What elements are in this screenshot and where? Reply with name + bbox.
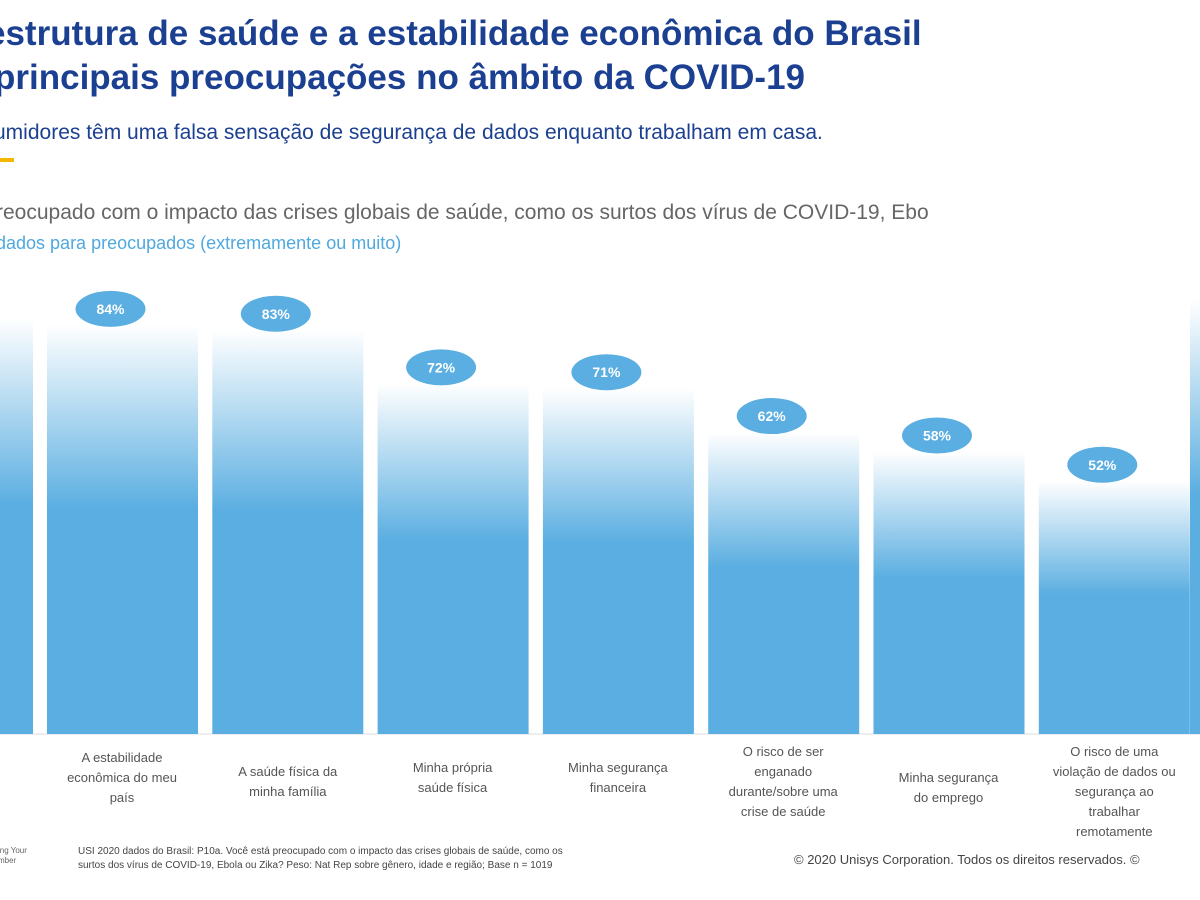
bar (873, 451, 1025, 734)
chart-subtitle: dados para preocupados (extremamente ou … (0, 233, 402, 253)
title-line-2: principais preocupações no âmbito da COV… (0, 58, 806, 97)
data-label-bubble (406, 349, 477, 386)
data-label: 84% (96, 301, 125, 317)
data-label: 58% (923, 428, 952, 444)
data-label-bubble (902, 417, 972, 454)
subtitle: umidores têm uma falsa sensação de segur… (0, 121, 823, 144)
footnote: USI 2020 dados do Brasil: P10a. Você est… (78, 845, 563, 873)
bar (212, 329, 364, 734)
bar-partial-left (0, 318, 33, 734)
data-label-bubble (1067, 446, 1138, 483)
bar (542, 388, 694, 734)
bar (1038, 480, 1190, 734)
bar-partial-right (1190, 300, 1200, 734)
category-label: O risco de ser enganado durante/sobre um… (728, 744, 838, 819)
bar (708, 432, 860, 734)
data-label-bubble (75, 290, 146, 327)
category-label: A estabilidade econômica do meu país (67, 750, 177, 805)
title-line-1: estrutura de saúde e a estabilidade econ… (0, 14, 922, 53)
data-label: 52% (1088, 457, 1117, 473)
accent-dash (0, 158, 14, 162)
data-label: 83% (262, 306, 291, 322)
footnote-line-1: USI 2020 dados do Brasil: P10a. Você est… (78, 846, 563, 857)
bar (377, 383, 529, 734)
data-label-bubble (571, 354, 642, 391)
chart-title: reocupado com o impacto das crises globa… (0, 201, 929, 224)
logo-fragment: ing Your mber (0, 846, 27, 865)
data-label: 72% (427, 359, 456, 375)
data-label: 62% (758, 408, 787, 424)
category-label: O risco de uma violação de dados ou segu… (1052, 744, 1176, 839)
category-label: Minha segurança financeira (568, 760, 668, 795)
footnote-line-2: surtos dos vírus de COVID-19, Ebola ou Z… (78, 860, 553, 871)
data-label-bubble (736, 398, 807, 435)
copyright: © 2020 Unisys Corporation. Todos os dire… (794, 852, 1140, 867)
category-label: Minha própria saúde física (412, 760, 493, 795)
bar (47, 324, 198, 734)
category-label: A saúde física da minha família (238, 764, 338, 799)
category-label: Minha segurança do emprego (898, 770, 999, 805)
data-label-bubble (240, 295, 311, 332)
data-label: 71% (592, 364, 621, 380)
